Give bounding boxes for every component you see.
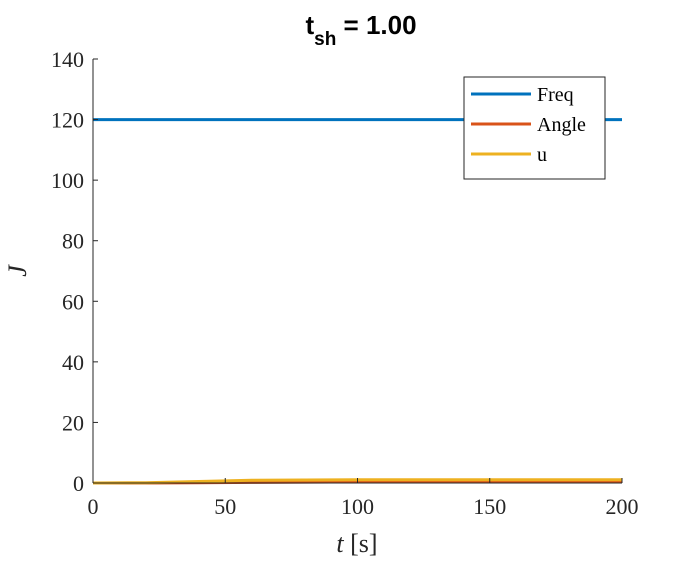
legend-label-freq: Freq bbox=[537, 84, 574, 106]
x-tick-label: 200 bbox=[606, 494, 639, 519]
y-tick-label: 100 bbox=[51, 168, 84, 193]
y-tick-label: 40 bbox=[62, 350, 84, 375]
chart-title-suffix: = 1.00 bbox=[336, 10, 416, 40]
x-axis-label-var: t bbox=[336, 529, 344, 558]
x-tick-label: 50 bbox=[214, 494, 236, 519]
y-tick-label: 0 bbox=[73, 471, 84, 496]
chart-title: tsh = 1.00 bbox=[305, 10, 416, 50]
chart-title-subscript: sh bbox=[314, 29, 336, 50]
y-tick-label: 60 bbox=[62, 289, 84, 314]
x-tick-label: 0 bbox=[88, 494, 99, 519]
y-tick-label: 140 bbox=[51, 47, 84, 72]
chart-title-main: t bbox=[305, 10, 314, 40]
y-tick-label: 120 bbox=[51, 108, 84, 133]
x-axis-label: t [s] bbox=[336, 529, 377, 558]
x-axis-label-unit: [s] bbox=[344, 529, 378, 558]
x-tick-label: 150 bbox=[473, 494, 506, 519]
legend-label-angle: Angle bbox=[537, 114, 586, 136]
y-axis-label: J bbox=[3, 264, 32, 277]
axes: 0 50 100 150 200 0 20 40 60 80 100 120 140 bbox=[51, 47, 639, 519]
y-tick-label: 80 bbox=[62, 229, 84, 254]
y-tick-label: 20 bbox=[62, 410, 84, 435]
legend: Freq Angle u bbox=[463, 76, 606, 180]
x-tick-label: 100 bbox=[341, 494, 374, 519]
legend-label-u: u bbox=[537, 144, 547, 166]
